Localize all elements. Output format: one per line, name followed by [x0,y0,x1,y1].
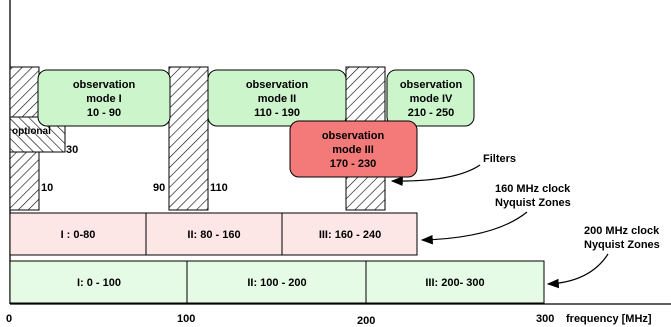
mode-range: 110 - 190 [254,107,300,119]
optional-label: optional [12,126,51,137]
mode-label-line1: observation [73,79,136,91]
mode-label-line1: observation [400,79,463,91]
mode-box [207,69,347,127]
mode-range: 10 - 90 [87,107,121,119]
mode-label-line2: mode III [332,144,374,156]
axis-tick-0: 0 [6,313,12,325]
observation-mode-3: observation mode III 170 - 230 [289,120,418,178]
zone-label: II: 80 - 160 [187,229,240,241]
zone-label: III: 200- 300 [425,277,484,289]
zone-label: I: 0 - 100 [77,277,121,289]
zones-200-subtitle: Nyquist Zones [584,239,660,251]
axis-tick-300: 300 [536,313,554,325]
observation-mode-1: observation mode I 10 - 90 [37,69,171,127]
filters-arrow [390,164,481,186]
filters-label: Filters [483,153,516,165]
zones-160-arrow [420,211,528,245]
zone-label: I : 0-80 [61,229,96,241]
filter-edge-10: 10 [41,182,53,194]
zone-cell [365,260,545,304]
mode-label-line1: observation [246,79,309,91]
zones-200-arrow [546,253,609,289]
zone-label: II: 100 - 200 [247,277,306,289]
zones-160-title: 160 MHz clock [495,183,571,195]
zones-200-title: 200 MHz clock [584,225,660,237]
mode-box [289,120,418,178]
zone-cell [186,260,367,304]
filter-bar-90-110 [168,66,209,211]
mode-label-line2: mode I [86,93,121,105]
filter-edge-110: 110 [210,182,228,194]
mode-label-line1: observation [322,130,385,142]
axis-tick-100: 100 [177,313,195,325]
observation-mode-4: observation mode IV 210 - 250 [386,69,475,127]
axis-tick-200: 200 [357,315,375,327]
mode-range: 170 - 230 [330,158,376,170]
mode-box [386,69,475,127]
mode-range: 210 - 250 [408,107,454,119]
zone-cell [9,260,188,304]
mode-box [37,69,171,127]
observation-mode-2: observation mode II 110 - 190 [207,69,347,127]
mode-label-line2: mode IV [410,93,453,105]
nyquist-zones-200: I: 0 - 100 II: 100 - 200 III: 200- 300 [9,260,545,304]
zone-label: III: 160 - 240 [319,229,381,241]
zones-160-subtitle: Nyquist Zones [495,197,571,209]
filter-edge-90: 90 [153,182,165,194]
zone-cell [281,212,418,256]
axis-label: frequency [MHz] [566,313,652,325]
mode-label-line2: mode II [258,93,297,105]
nyquist-zones-160: I : 0-80 II: 80 - 160 III: 160 - 240 [9,212,418,256]
filter-edge-30: 30 [66,144,78,156]
